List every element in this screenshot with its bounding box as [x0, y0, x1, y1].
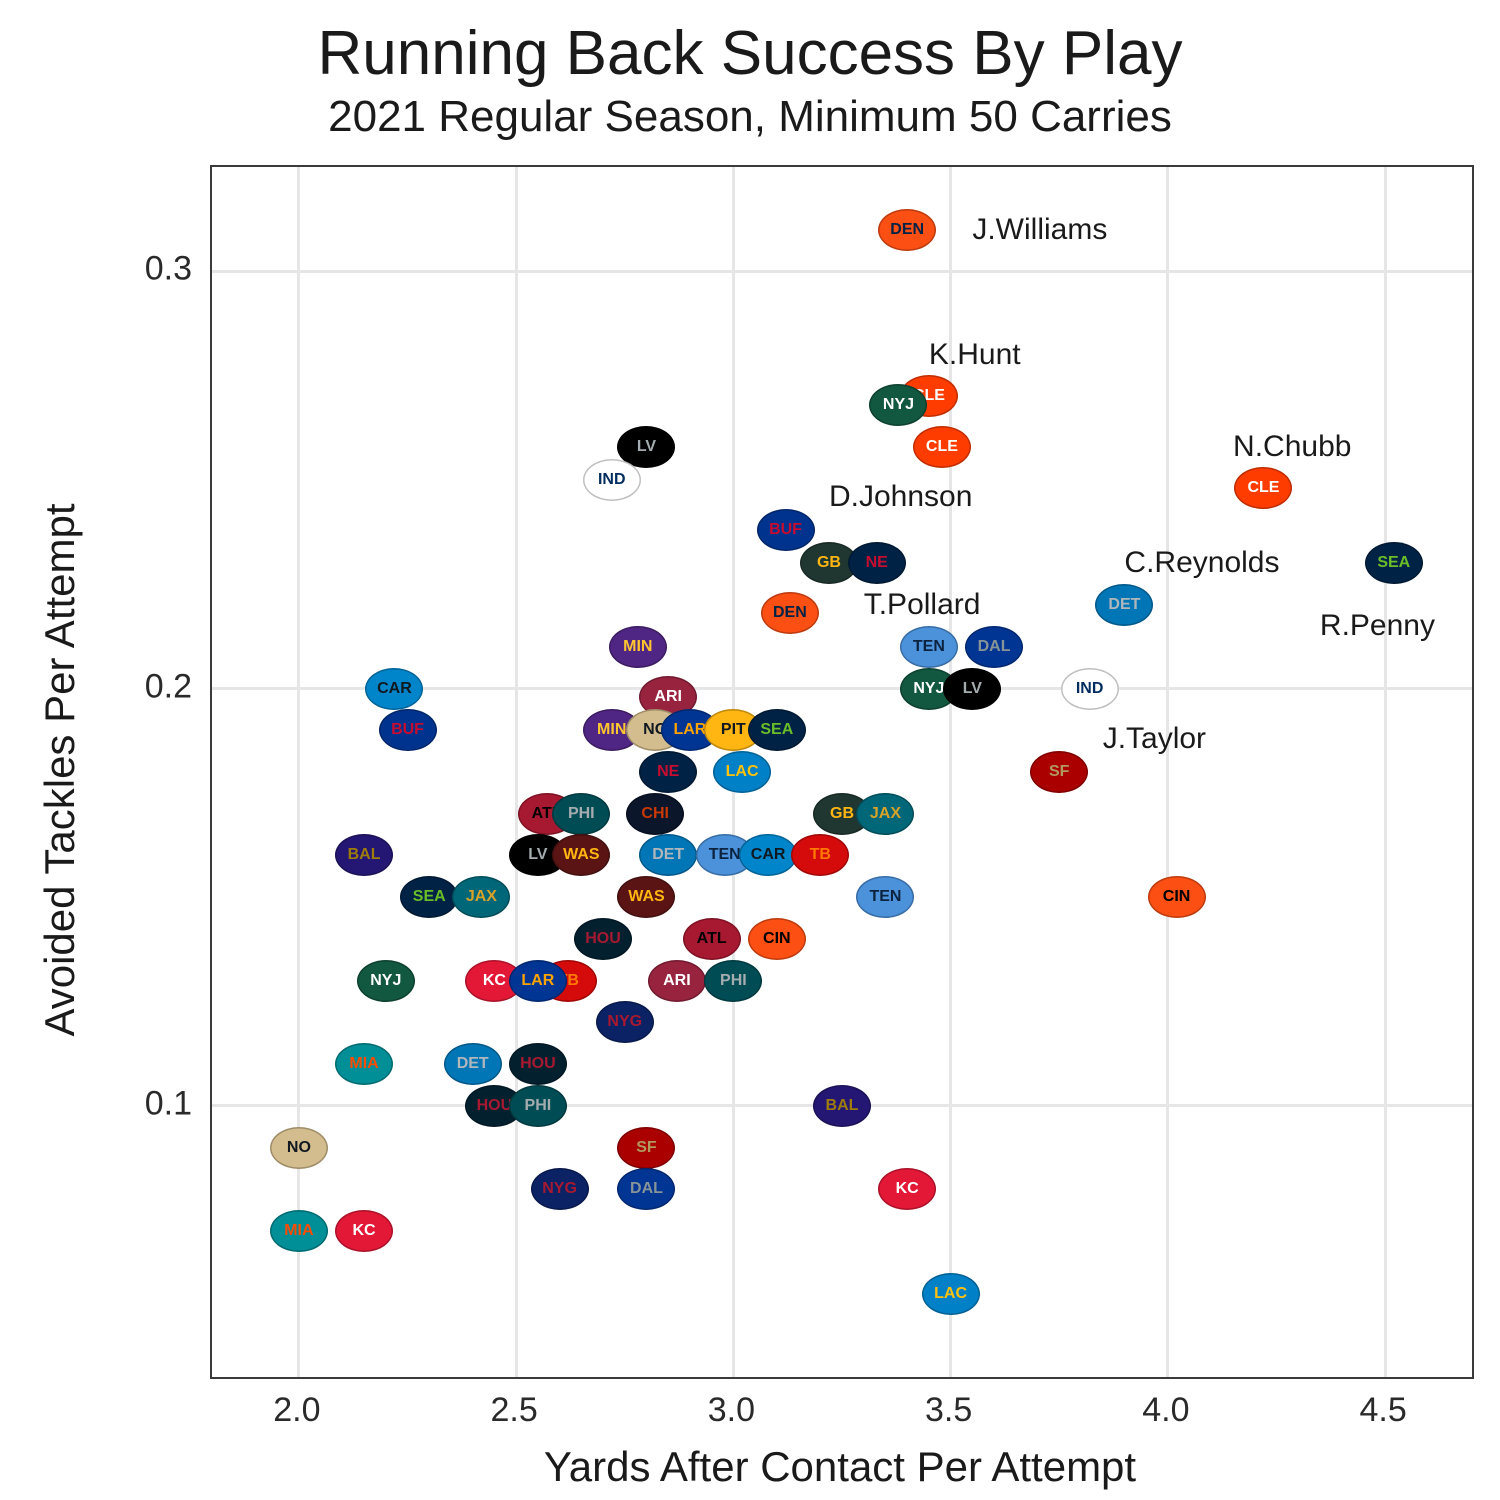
- team-logo-point: ARI: [648, 960, 706, 1002]
- team-logo-point: KC: [335, 1210, 393, 1252]
- team-logo-point: CAR: [739, 834, 797, 876]
- player-annotation: T.Pollard: [864, 588, 981, 622]
- team-logo-point: LAC: [713, 751, 771, 793]
- team-logo-point: NE: [848, 542, 906, 584]
- y-axis-label: Avoided Tackles Per Attempt: [36, 503, 84, 1036]
- xtick-label: 3.0: [708, 1391, 755, 1430]
- team-logo-point: CHI: [626, 793, 684, 835]
- team-logo-point: PHI: [552, 793, 610, 835]
- team-logo-point: HOU: [574, 918, 632, 960]
- team-logo-point: BUF: [757, 509, 815, 551]
- team-logo-point: DAL: [965, 626, 1023, 668]
- player-annotation: N.Chubb: [1233, 430, 1351, 464]
- team-logo-point: BAL: [813, 1085, 871, 1127]
- player-annotation: C.Reynolds: [1124, 546, 1279, 580]
- team-logo-point: WAS: [552, 834, 610, 876]
- player-annotation: J.Williams: [972, 213, 1107, 247]
- team-logo-point: TEN: [900, 626, 958, 668]
- team-logo-point: DEN: [878, 209, 936, 251]
- player-annotation: D.Johnson: [829, 480, 972, 514]
- team-logo-point: IND: [583, 459, 641, 501]
- team-logo-point: MIN: [609, 626, 667, 668]
- team-logo-point: MIA: [270, 1210, 328, 1252]
- team-logo-point: SEA: [748, 709, 806, 751]
- team-logo-point: NYJ: [869, 384, 927, 426]
- team-logo-point: TEN: [856, 876, 914, 918]
- player-annotation: K.Hunt: [929, 338, 1021, 372]
- team-logo-point: NYG: [596, 1001, 654, 1043]
- gridline-x: [297, 167, 300, 1377]
- x-axis-label: Yards After Contact Per Attempt: [544, 1443, 1136, 1491]
- team-logo-point: BAL: [335, 834, 393, 876]
- chart-subtitle: 2021 Regular Season, Minimum 50 Carries: [0, 92, 1500, 142]
- team-logo-point: DET: [1095, 584, 1153, 626]
- player-annotation: J.Taylor: [1103, 722, 1206, 756]
- team-logo-point: MIA: [335, 1043, 393, 1085]
- team-logo-point: HOU: [509, 1043, 567, 1085]
- team-logo-point: SF: [1030, 751, 1088, 793]
- xtick-label: 4.0: [1142, 1391, 1189, 1430]
- team-logo-point: CAR: [365, 668, 423, 710]
- team-logo-point: LAC: [922, 1273, 980, 1315]
- team-logo-point: DAL: [617, 1168, 675, 1210]
- team-logo-point: SEA: [400, 876, 458, 918]
- ytick-label: 0.3: [145, 250, 192, 289]
- gridline-x: [1166, 167, 1169, 1377]
- plot-area: DENCLENYJCLELVINDCLEBUFGBNESEADETDENTEND…: [210, 165, 1474, 1379]
- team-logo-point: CIN: [748, 918, 806, 960]
- player-annotation: R.Penny: [1320, 609, 1435, 643]
- team-logo-point: DET: [444, 1043, 502, 1085]
- team-logo-point: BUF: [379, 709, 437, 751]
- team-logo-point: CLE: [1234, 467, 1292, 509]
- gridline-x: [515, 167, 518, 1377]
- team-logo-point: DET: [639, 834, 697, 876]
- team-logo-point: DEN: [761, 592, 819, 634]
- team-logo-point: CLE: [913, 426, 971, 468]
- xtick-label: 4.5: [1359, 1391, 1406, 1430]
- team-logo-point: CIN: [1148, 876, 1206, 918]
- team-logo-point: NE: [639, 751, 697, 793]
- team-logo-point: NYJ: [357, 960, 415, 1002]
- team-logo-point: PHI: [509, 1085, 567, 1127]
- team-logo-point: PHI: [704, 960, 762, 1002]
- team-logo-point: SF: [617, 1127, 675, 1169]
- team-logo-point: LV: [943, 668, 1001, 710]
- team-logo-point: NO: [270, 1127, 328, 1169]
- team-logo-point: JAX: [452, 876, 510, 918]
- gridline-y: [212, 270, 1472, 273]
- xtick-label: 2.5: [490, 1391, 537, 1430]
- team-logo-point: TB: [791, 834, 849, 876]
- xtick-label: 3.5: [925, 1391, 972, 1430]
- xtick-label: 2.0: [273, 1391, 320, 1430]
- team-logo-point: LAR: [509, 960, 567, 1002]
- gridline-x: [1384, 167, 1387, 1377]
- ytick-label: 0.1: [145, 1084, 192, 1123]
- team-logo-point: SEA: [1365, 542, 1423, 584]
- team-logo-point: ATL: [683, 918, 741, 960]
- team-logo-point: IND: [1061, 668, 1119, 710]
- team-logo-point: JAX: [856, 793, 914, 835]
- team-logo-point: WAS: [617, 876, 675, 918]
- team-logo-point: KC: [878, 1168, 936, 1210]
- chart-title: Running Back Success By Play: [0, 18, 1500, 89]
- ytick-label: 0.2: [145, 667, 192, 706]
- team-logo-point: NYG: [531, 1168, 589, 1210]
